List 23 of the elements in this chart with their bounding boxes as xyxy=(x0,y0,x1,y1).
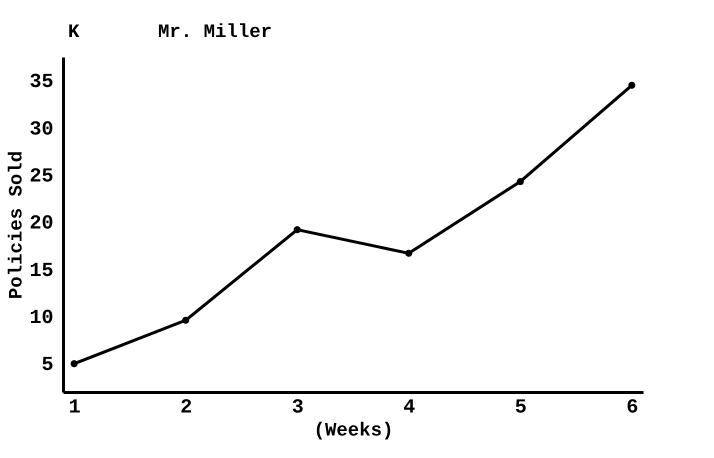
text: K xyxy=(68,21,80,43)
point xyxy=(628,82,636,89)
x-axis-title: (Weeks) xyxy=(314,420,394,442)
y-tick-label: 25 xyxy=(29,165,54,188)
y-tick-label: 30 xyxy=(29,118,54,142)
point xyxy=(70,360,78,368)
y-axis-title: Policies Sold xyxy=(5,150,28,300)
point xyxy=(405,250,412,257)
chart-title: Mr. Miller xyxy=(158,21,272,43)
point xyxy=(294,226,301,234)
y-tick-label: 35 xyxy=(29,71,54,94)
x-tick-label: 6 xyxy=(626,396,638,420)
point xyxy=(182,316,190,324)
x-tick-label: 2 xyxy=(180,396,192,420)
y-tick-label: 5 xyxy=(41,354,54,378)
y-tick-label: 10 xyxy=(29,307,54,330)
y-tick-label: 15 xyxy=(29,260,54,283)
x-tick-label: 1 xyxy=(68,396,81,420)
y-tick-label: 20 xyxy=(29,212,54,236)
x-tick-label: 3 xyxy=(292,396,304,420)
point xyxy=(516,178,524,186)
x-tick-label: 4 xyxy=(403,396,416,420)
x-tick-label: 5 xyxy=(514,396,527,420)
